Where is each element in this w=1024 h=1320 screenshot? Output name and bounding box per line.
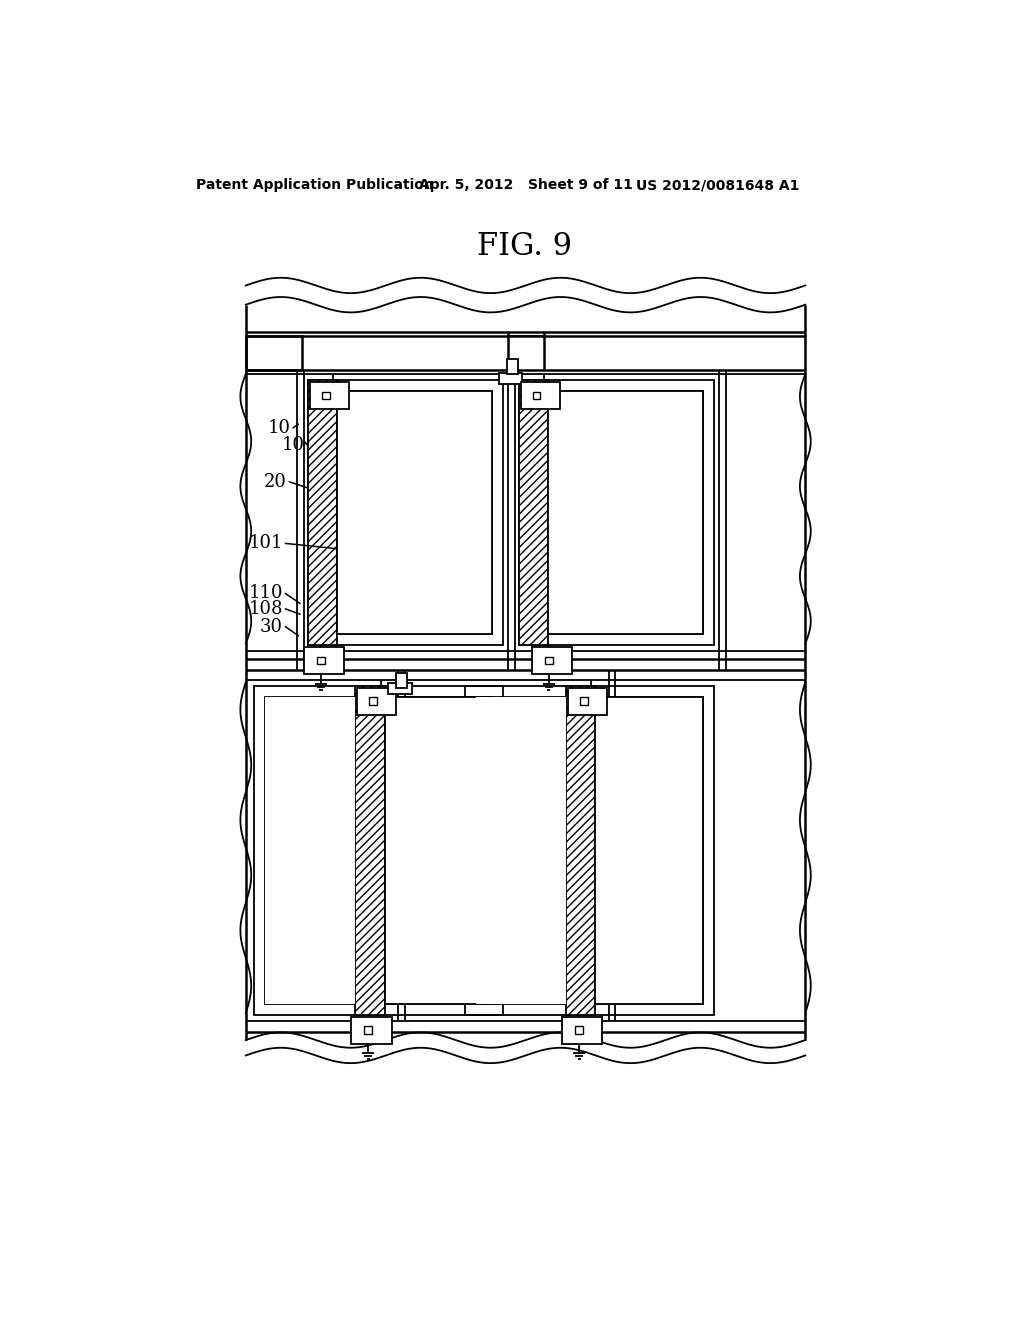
Text: Patent Application Publication: Patent Application Publication [197,178,434,193]
Bar [507,359,518,374]
Bar [308,380,337,645]
Bar [318,391,493,635]
Bar [254,686,503,1015]
Bar [351,1016,391,1044]
Bar [518,380,714,645]
Bar [566,686,595,1015]
Bar [308,380,503,645]
Bar [265,697,493,1003]
Text: US 2012/0081648 A1: US 2012/0081648 A1 [636,178,799,193]
Text: 10: 10 [282,436,305,454]
Bar [246,335,302,370]
Bar [265,697,355,1003]
Bar [575,1026,583,1034]
Bar [521,383,560,409]
Bar [322,392,330,400]
Bar [310,383,349,409]
Bar [531,647,572,675]
Text: Apr. 5, 2012   Sheet 9 of 11: Apr. 5, 2012 Sheet 9 of 11 [419,178,633,193]
Bar [355,686,385,1015]
Bar [595,697,703,1003]
Bar [357,688,396,715]
Bar [548,391,703,635]
Bar [337,391,493,635]
Bar [545,656,553,664]
Bar [568,688,607,715]
Bar [388,682,412,693]
Text: 110: 110 [249,585,283,602]
Bar [532,392,541,400]
Text: 10: 10 [267,418,291,437]
Bar [317,656,325,664]
Bar [500,374,522,384]
Bar [476,697,566,1003]
Bar [369,697,377,705]
Text: 108: 108 [249,599,283,618]
Text: FIG. 9: FIG. 9 [477,231,572,263]
Bar [580,697,588,705]
Bar [518,380,548,645]
Bar [529,391,703,635]
Bar [385,697,493,1003]
Bar [365,1026,372,1034]
Text: 101: 101 [249,535,283,552]
Bar [562,1016,602,1044]
Bar [476,697,703,1003]
Bar [396,673,407,688]
Bar [465,686,714,1015]
Text: 30: 30 [260,618,283,635]
Text: 20: 20 [264,473,287,491]
Bar [304,647,344,675]
